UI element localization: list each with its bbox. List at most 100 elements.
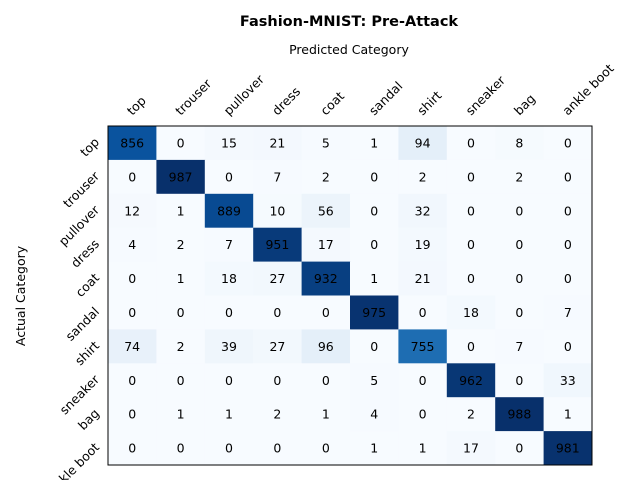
heatmap-cell [446, 159, 496, 195]
heatmap-cell [495, 227, 545, 263]
heatmap-cell [446, 227, 496, 263]
heatmap-cell [108, 227, 157, 263]
cell-value-label: 1 [419, 441, 427, 456]
x-tick-label: bag [511, 91, 538, 118]
heatmap-cell [495, 397, 545, 432]
cell-value-label: 0 [322, 441, 330, 456]
cell-value-label: 2 [177, 237, 185, 252]
x-tick-label: dress [269, 84, 303, 118]
cell-value-label: 0 [564, 203, 572, 218]
cell-value-label: 15 [221, 135, 237, 150]
heatmap-cell [156, 126, 206, 161]
cell-value-label: 27 [269, 271, 285, 286]
x-tick-labels: top trouser pullover dress coat sandal shirt sn… [124, 61, 617, 118]
cell-value-label: 962 [459, 373, 483, 388]
heatmap-cell [398, 159, 448, 195]
heatmap-cell [398, 363, 448, 398]
heatmap-cell [204, 329, 254, 364]
heatmap-cell [543, 363, 593, 398]
cell-value-label: 856 [120, 135, 144, 150]
heatmap-cell [108, 159, 157, 195]
heatmap-cell [253, 261, 303, 296]
heatmap-cell [543, 431, 593, 466]
heatmap-cell [156, 159, 206, 195]
cell-value-label: 975 [362, 305, 386, 320]
heatmap-cell [350, 227, 399, 263]
heatmap-cell [495, 159, 545, 195]
cell-value-label: 10 [269, 203, 285, 218]
heatmap-cell [301, 431, 351, 466]
cell-value-label: 0 [177, 441, 185, 456]
cell-value-label: 0 [467, 203, 475, 218]
heatmap-cell [253, 431, 303, 466]
cell-value-label: 0 [273, 373, 281, 388]
heatmap-cell [253, 159, 303, 195]
heatmap-cell [543, 159, 593, 195]
cell-value-label: 0 [225, 305, 233, 320]
cell-value-label: 0 [467, 135, 475, 150]
cell-value-label: 56 [318, 203, 334, 218]
heatmap-cell [398, 295, 448, 330]
heatmap-cell [253, 193, 303, 229]
cell-value-label: 0 [273, 441, 281, 456]
cell-value-label: 0 [322, 373, 330, 388]
heatmap-cell [446, 397, 496, 432]
heatmap-cell [495, 295, 545, 330]
heatmap-cell [543, 227, 593, 263]
cell-value-label: 951 [265, 237, 289, 252]
heatmap-cell [108, 295, 157, 330]
cell-value-label: 0 [419, 407, 427, 422]
cell-value-label: 0 [564, 135, 572, 150]
heatmap-cell [446, 329, 496, 364]
heatmap-cell [156, 193, 206, 229]
heatmap-cell [543, 295, 593, 330]
heatmap-cell [301, 397, 351, 432]
cell-value-label: 0 [225, 373, 233, 388]
heatmap-cells: 856 0 15 21 5 1 94 0 8 00 987 0 7 2 0 2 0 2 012 1 889 10 56 0 32… [108, 126, 593, 466]
heatmap-cell [543, 126, 593, 161]
cell-value-label: 1 [177, 407, 185, 422]
cell-value-label: 0 [225, 169, 233, 184]
heatmap-cell [495, 363, 545, 398]
heatmap-cell [398, 431, 448, 466]
cell-value-label: 0 [419, 305, 427, 320]
cell-value-label: 0 [515, 237, 523, 252]
cell-value-label: 1 [225, 407, 233, 422]
cell-value-label: 2 [467, 407, 475, 422]
cell-value-label: 932 [314, 271, 338, 286]
cell-value-label: 21 [415, 271, 431, 286]
cell-value-label: 18 [463, 305, 479, 320]
heatmap-cell [108, 126, 157, 161]
heatmap-cell [350, 126, 399, 161]
heatmap-cell [253, 363, 303, 398]
heatmap-cell [204, 363, 254, 398]
cell-value-label: 0 [515, 271, 523, 286]
heatmap-cell [350, 397, 399, 432]
cell-value-label: 0 [515, 373, 523, 388]
cell-value-label: 1 [370, 271, 378, 286]
y-axis-label: Actual Category [13, 245, 28, 346]
heatmap-cell [156, 397, 206, 432]
cell-value-label: 0 [128, 407, 136, 422]
cell-value-label: 0 [177, 373, 185, 388]
cell-value-label: 1 [322, 407, 330, 422]
heatmap-cell [446, 261, 496, 296]
heatmap-cell [204, 159, 254, 195]
cell-value-label: 0 [370, 339, 378, 354]
heatmap-cell [156, 329, 206, 364]
cell-value-label: 0 [128, 441, 136, 456]
plot-frame [107, 125, 593, 466]
heatmap-cell [301, 126, 351, 161]
heatmap-cell [301, 295, 351, 330]
cell-value-label: 0 [177, 135, 185, 150]
cell-value-label: 0 [467, 169, 475, 184]
cell-value-label: 0 [370, 169, 378, 184]
heatmap-cell [398, 397, 448, 432]
cell-value-label: 0 [564, 339, 572, 354]
x-tick-label: sandal [366, 78, 406, 118]
cell-value-label: 18 [221, 271, 237, 286]
cell-value-label: 1 [564, 407, 572, 422]
heatmap-cell [204, 431, 254, 466]
heatmap-cell [543, 397, 593, 432]
